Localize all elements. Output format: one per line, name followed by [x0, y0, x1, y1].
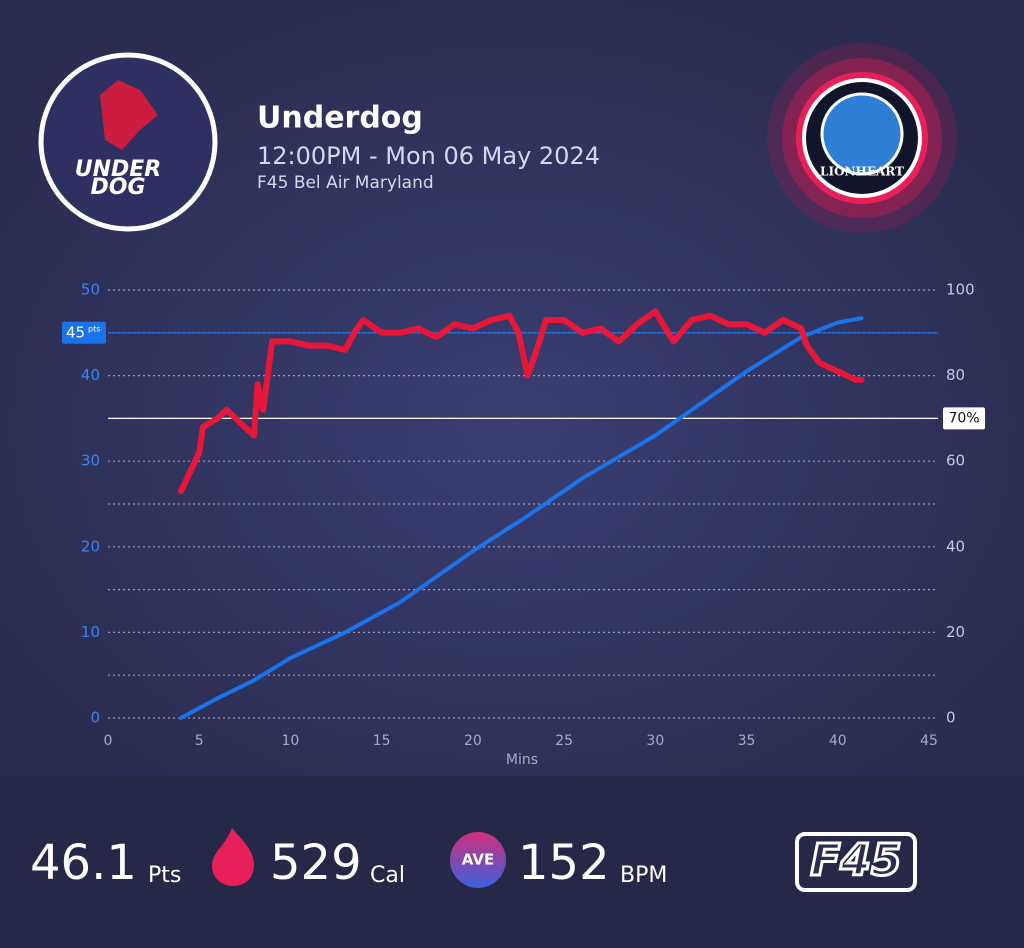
logo-text: DOG	[90, 175, 145, 200]
plot: 0 10 20 30 40 50 0 20 40 60 80 100 0 5 10 15 20 25 30 35 40 4…	[62, 281, 985, 749]
series-line	[179, 316, 864, 720]
x-tick-label: 25	[555, 733, 573, 749]
reference-label: 70%	[948, 410, 979, 426]
y-tick-label: 30	[81, 452, 100, 470]
y2-tick-label: 20	[946, 623, 965, 641]
x-tick-label: 35	[738, 733, 756, 749]
y-tick-label: 20	[81, 537, 100, 555]
x-tick-label: 30	[646, 733, 664, 749]
ave-badge	[450, 832, 506, 888]
bpm-value: 152	[518, 835, 610, 891]
x-tick-label: 5	[195, 733, 204, 749]
x-tick-label: 40	[829, 733, 847, 749]
title: Underdog	[257, 101, 423, 136]
logo-text: UNDER	[75, 157, 162, 182]
reference-badge	[62, 321, 106, 344]
opponent-logo: LIONHEART	[767, 43, 957, 233]
points-value: 46.1	[30, 835, 137, 891]
y-tick-label: 0	[90, 709, 100, 727]
y-tick-label: 10	[81, 623, 100, 641]
logo-lion	[820, 92, 904, 176]
x-axis-label: Mins	[506, 752, 538, 768]
logo-dog	[100, 80, 158, 150]
y2-tick-label: 100	[946, 281, 975, 299]
y-tick-label: 40	[81, 366, 100, 384]
y2-tick-label: 40	[946, 537, 965, 555]
datetime: 12:00PM - Mon 06 May 2024	[257, 142, 600, 170]
x-tick-label: 20	[464, 733, 482, 749]
footer-band	[0, 776, 1024, 948]
flame-icon	[212, 828, 254, 886]
reference-label: 45	[66, 323, 85, 341]
y2-tick-label: 60	[946, 452, 965, 470]
team-logo: UNDER DOG	[38, 52, 218, 232]
x-tick-label: 45	[920, 733, 938, 749]
bpm-unit: BPM	[620, 863, 667, 888]
x-tick-label: 10	[282, 733, 300, 749]
location: F45 Bel Air Maryland	[257, 173, 434, 193]
reference-badge	[943, 407, 985, 430]
ave-label: AVE	[462, 851, 494, 869]
brand-logo: F45	[810, 835, 901, 886]
y2-tick-label: 80	[946, 366, 965, 384]
reference-unit: pts	[88, 324, 100, 333]
logo-text: LIONHEART	[820, 165, 904, 179]
series-line	[178, 308, 865, 495]
x-tick-label: 15	[373, 733, 391, 749]
y-tick-label: 50	[81, 281, 100, 299]
points-unit: Pts	[148, 863, 181, 888]
y2-tick-label: 0	[946, 709, 956, 727]
calories-value: 529	[270, 835, 362, 891]
x-tick-label: 0	[104, 733, 113, 749]
calories-unit: Cal	[370, 863, 405, 888]
brand-frame	[795, 832, 917, 892]
